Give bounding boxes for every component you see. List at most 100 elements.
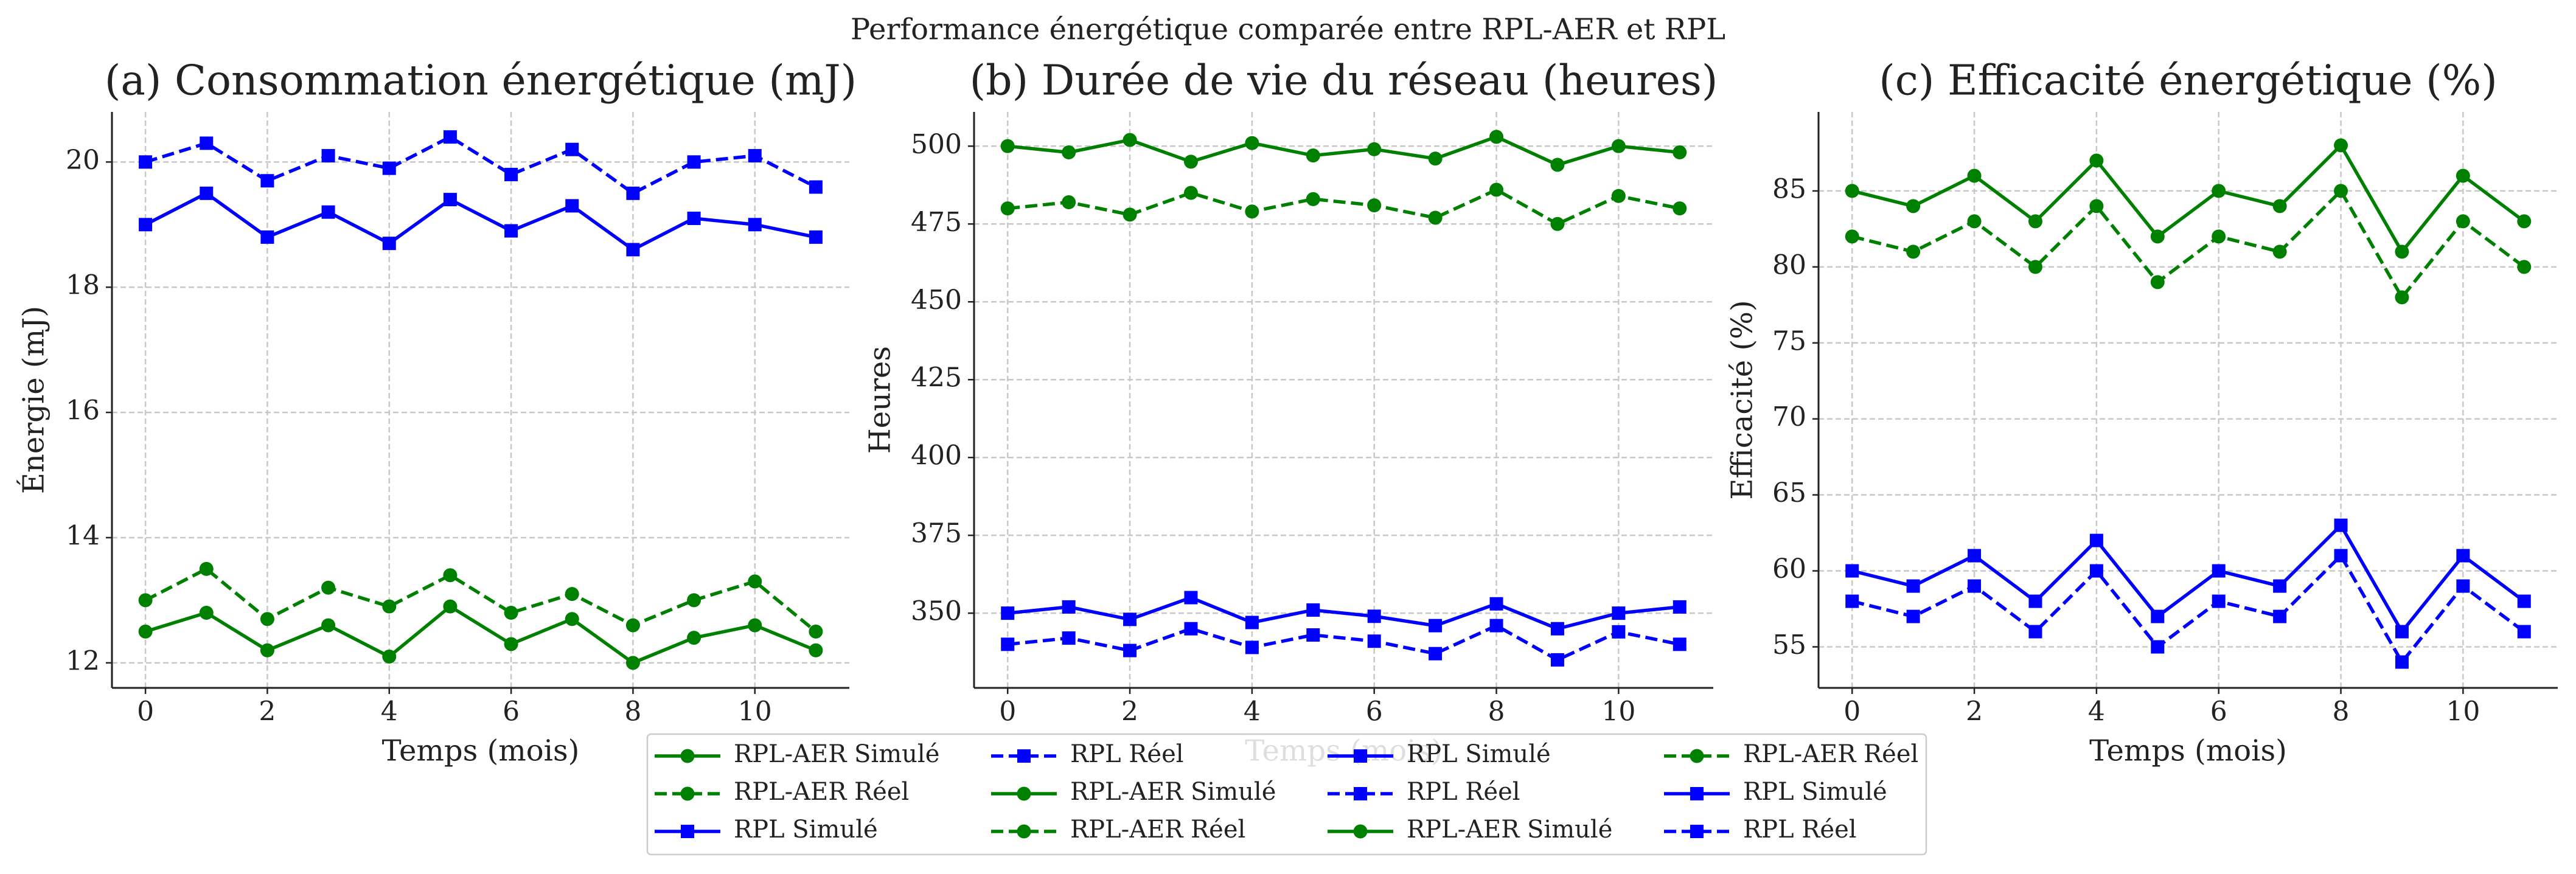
data-point (1062, 631, 1076, 645)
data-point (2089, 153, 2104, 168)
data-point (443, 130, 457, 144)
series-line (145, 604, 816, 665)
data-point (2395, 245, 2409, 259)
series-line (1851, 522, 2526, 635)
series-line (1007, 134, 1680, 167)
x-tick-label: 8 (1488, 696, 1505, 727)
subplot-title: (b) Durée de vie du réseau (heures) (970, 57, 1718, 105)
data-point (565, 612, 579, 626)
data-point (504, 637, 518, 651)
y-tick-label: 75 (1772, 325, 1806, 356)
data-point (687, 631, 701, 645)
data-point (2273, 609, 2287, 623)
y-tick-label: 65 (1772, 477, 1806, 508)
data-point (1906, 199, 1921, 213)
data-point (2517, 260, 2532, 274)
data-point (1550, 158, 1565, 172)
data-point (321, 149, 335, 163)
data-point (2150, 275, 2165, 290)
data-point (1906, 609, 1920, 623)
data-point (625, 618, 640, 633)
legend-marker (1017, 749, 1031, 763)
series-line (1007, 623, 1680, 662)
data-point (2151, 640, 2165, 654)
data-point (1306, 628, 1320, 642)
legend-marker (1690, 787, 1704, 800)
legend-marker (1353, 824, 1368, 839)
data-point (748, 574, 762, 589)
data-point (2150, 229, 2165, 244)
data-point (1906, 579, 1920, 593)
data-point (443, 599, 458, 614)
x-tick-label: 4 (2088, 696, 2105, 727)
data-point (809, 624, 823, 639)
legend-label: RPL-AER Simulé (1070, 778, 1276, 806)
data-point (1673, 201, 1687, 216)
data-point (565, 199, 579, 213)
data-point (565, 142, 579, 156)
data-point (1123, 207, 1137, 222)
data-point (1968, 579, 1982, 593)
data-point (2028, 625, 2042, 639)
data-point (1000, 139, 1015, 153)
y-tick-label: 80 (1772, 249, 1806, 280)
data-point (809, 180, 823, 194)
data-point (382, 237, 396, 251)
data-point (625, 656, 640, 670)
data-point (1367, 634, 1381, 648)
data-point (382, 161, 396, 175)
data-point (1245, 640, 1259, 654)
data-point (443, 193, 457, 207)
suptitle: Performance énergétique comparée entre R… (851, 13, 1725, 47)
data-point (260, 612, 274, 626)
subplot-title: (a) Consommation énergétique (mJ) (105, 57, 857, 105)
data-point (1612, 625, 1626, 639)
data-point (1245, 204, 1259, 219)
data-point (1612, 606, 1626, 620)
x-axis-label: Temps (mois) (2089, 734, 2287, 768)
data-point (2334, 518, 2348, 532)
y-tick-label: 16 (66, 395, 100, 426)
data-point (626, 186, 640, 200)
y-tick-label: 425 (911, 362, 962, 394)
y-tick-label: 450 (911, 285, 962, 316)
y-tick-label: 375 (911, 518, 962, 549)
data-point (1428, 210, 1443, 225)
legend-marker (681, 825, 694, 838)
data-point (2456, 549, 2470, 563)
data-point (687, 211, 701, 225)
data-point (1968, 549, 1982, 563)
data-point (2273, 579, 2287, 593)
data-point (200, 186, 214, 200)
legend-label: RPL Simulé (1743, 778, 1887, 806)
data-point (1845, 184, 1859, 198)
data-point (2212, 564, 2226, 578)
data-point (321, 618, 336, 633)
data-point (1245, 616, 1259, 629)
legend-label: RPL-AER Simulé (734, 740, 939, 768)
legend-label: RPL-AER Réel (734, 778, 909, 806)
data-point (260, 230, 274, 244)
data-point (2334, 549, 2348, 563)
data-point (1062, 600, 1076, 614)
data-point (809, 643, 823, 657)
data-point (504, 224, 518, 238)
data-point (321, 205, 335, 219)
legend-marker (1017, 824, 1031, 839)
legend-label: RPL-AER Simulé (1407, 816, 1612, 844)
legend-label: RPL-AER Réel (1743, 740, 1918, 768)
data-point (1489, 597, 1503, 611)
data-point (2272, 245, 2287, 259)
x-tick-label: 0 (137, 696, 154, 727)
data-point (626, 243, 640, 257)
subplot-title: (c) Efficacité énergétique (%) (1879, 57, 2498, 105)
y-tick-label: 70 (1772, 401, 1806, 432)
x-tick-label: 4 (1244, 696, 1261, 727)
data-point (2395, 625, 2409, 639)
data-point (1367, 142, 1382, 156)
data-point (1062, 195, 1076, 209)
data-point (2517, 625, 2531, 639)
y-tick-label: 400 (911, 440, 962, 471)
